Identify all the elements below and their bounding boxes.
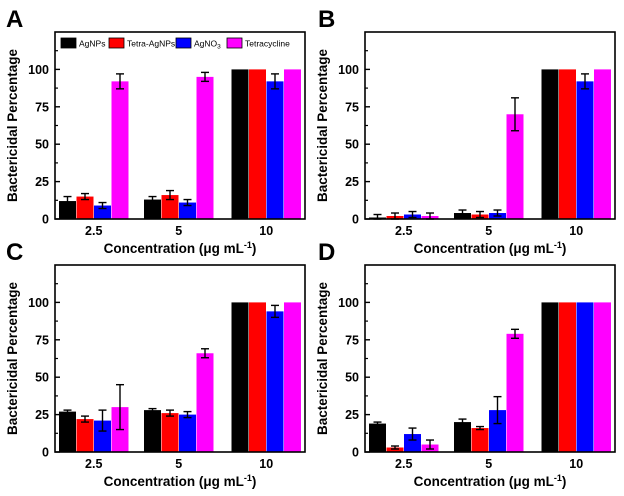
bar-agnps-5: [454, 422, 471, 452]
bar-agnps-10: [231, 69, 249, 220]
bar-agnps-2.5: [59, 201, 76, 219]
x-tick-label: 10: [259, 224, 273, 238]
bar-agnps-2.5: [369, 423, 386, 452]
y-tick-label: 75: [35, 100, 49, 114]
x-tick-label: 2.5: [85, 224, 102, 238]
bar-agno3-5: [179, 202, 196, 219]
legend-swatch-tetracycline: [226, 37, 243, 49]
y-tick-label: 75: [345, 333, 359, 347]
bar-agnps-5: [144, 199, 161, 219]
y-tick-label: 50: [35, 138, 49, 152]
panel-letter: A: [6, 6, 23, 33]
legend-label: Tetracycline: [245, 39, 290, 49]
bar-tetra-agnps-5: [161, 413, 179, 452]
bar-agnps-10: [541, 302, 559, 452]
y-tick-label: 25: [35, 175, 49, 189]
x-tick-label: 10: [569, 457, 583, 471]
y-axis-title: Bactericidal Percentage: [5, 48, 20, 202]
bar-tetracycline-5: [196, 76, 214, 219]
y-axis-title: Bactericidal Percentage: [5, 281, 20, 435]
bar-agnps-10: [231, 302, 249, 452]
y-tick-label: 50: [35, 371, 49, 385]
y-axis-title: Bactericidal Percentage: [315, 48, 330, 202]
x-axis-title: Concentration (μg mL-1): [414, 473, 567, 489]
panel-letter: C: [6, 239, 23, 266]
legend-label: AgNO3: [194, 39, 221, 51]
bar-tetracycline-10: [284, 69, 301, 220]
bar-tetracycline-5: [506, 333, 524, 452]
y-tick-label: 0: [352, 446, 359, 460]
y-tick-label: 25: [35, 408, 49, 422]
x-tick-label: 10: [569, 224, 583, 238]
bar-tetracycline-10: [594, 69, 611, 220]
y-tick-label: 25: [345, 175, 359, 189]
y-tick-label: 100: [28, 63, 49, 77]
bar-tetra-agnps-10: [559, 69, 576, 220]
bar-agno3-10: [266, 81, 284, 219]
bar-agnps-5: [144, 410, 161, 452]
y-tick-label: 100: [28, 296, 49, 310]
x-tick-label: 2.5: [395, 224, 412, 238]
x-tick-label: 10: [259, 457, 273, 471]
legend-swatch-agnps: [60, 37, 77, 49]
bar-agno3-2.5: [94, 205, 111, 219]
x-tick-label: 5: [485, 457, 492, 471]
bar-agno3-10: [576, 302, 594, 452]
bar-tetra-agnps-10: [249, 302, 266, 452]
y-tick-label: 25: [345, 408, 359, 422]
legend: AgNPs Tetra-AgNPs AgNO3 Tetracycline: [60, 37, 290, 51]
x-tick-label: 2.5: [395, 457, 412, 471]
bar-tetracycline-5: [506, 114, 524, 219]
bar-tetracycline-2.5: [111, 81, 129, 219]
bar-agno3-10: [266, 311, 284, 452]
bar-agno3-2.5: [404, 434, 421, 452]
bar-tetra-agnps-2.5: [76, 196, 94, 219]
bar-tetra-agnps-2.5: [386, 447, 404, 452]
panel-letter: D: [318, 239, 335, 266]
bar-tetracycline-5: [196, 353, 214, 452]
x-axis-title: Concentration (μg mL-1): [104, 473, 257, 489]
legend-label: AgNPs: [79, 39, 105, 49]
y-axis-title: Bactericidal Percentage: [315, 281, 330, 435]
bar-agnps-10: [541, 69, 559, 220]
y-tick-label: 0: [42, 446, 49, 460]
bar-agnps-2.5: [59, 411, 76, 452]
bar-agno3-2.5: [94, 420, 111, 452]
bar-tetra-agnps-5: [161, 195, 179, 219]
bar-tetra-agnps-10: [249, 69, 266, 220]
legend-swatch-agno3: [175, 37, 192, 49]
bar-tetra-agnps-2.5: [76, 419, 94, 452]
bar-tetra-agnps-5: [471, 428, 489, 452]
y-tick-label: 50: [345, 138, 359, 152]
bar-agno3-5: [489, 410, 506, 452]
y-tick-label: 0: [42, 213, 49, 227]
bar-tetracycline-10: [594, 302, 611, 452]
y-tick-label: 0: [352, 213, 359, 227]
panel-letter: B: [318, 6, 335, 33]
x-tick-label: 5: [485, 224, 492, 238]
x-axis-title: Concentration (μg mL-1): [104, 240, 257, 256]
bar-tetracycline-10: [284, 302, 301, 452]
x-tick-label: 5: [175, 457, 182, 471]
y-tick-label: 100: [338, 63, 359, 77]
y-tick-label: 100: [338, 296, 359, 310]
y-tick-label: 50: [345, 371, 359, 385]
bar-tetra-agnps-10: [559, 302, 576, 452]
legend-label: Tetra-AgNPs: [127, 39, 175, 49]
y-tick-label: 75: [345, 100, 359, 114]
legend-swatch-tetra-agnps: [108, 37, 125, 49]
bar-agno3-10: [576, 81, 594, 219]
bar-agno3-5: [179, 414, 196, 452]
x-tick-label: 5: [175, 224, 182, 238]
y-tick-label: 75: [35, 333, 49, 347]
x-tick-label: 2.5: [85, 457, 102, 471]
x-axis-title: Concentration (μg mL-1): [414, 240, 567, 256]
